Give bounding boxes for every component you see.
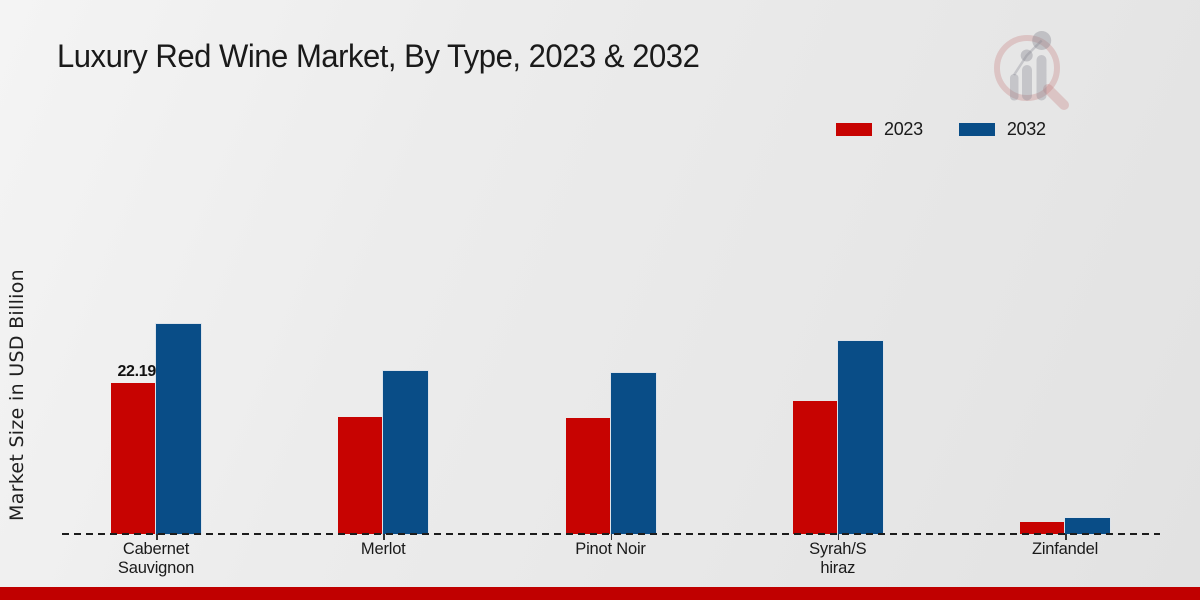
bar-2023-zinfandel bbox=[1020, 521, 1065, 534]
x-axis-label-merlot: Merlot bbox=[303, 540, 463, 559]
x-axis-label-line: Merlot bbox=[360, 540, 406, 558]
x-axis-tick bbox=[383, 534, 385, 540]
x-axis-label-zinfandel: Zinfandel bbox=[985, 540, 1145, 559]
x-axis-label-syrah-shiraz: Syrah/S hiraz bbox=[758, 540, 918, 578]
x-axis-tick bbox=[156, 534, 158, 540]
bar-2023-cabernet-sauvignon bbox=[111, 382, 156, 534]
x-axis-label-line: Cabernet bbox=[122, 540, 190, 558]
bar-2023-pinot-noir bbox=[565, 417, 611, 534]
magnifier-bar-chart-logo-icon bbox=[994, 31, 1069, 110]
x-axis-tick bbox=[610, 534, 612, 540]
legend-swatch-2023 bbox=[836, 123, 872, 136]
x-axis-label-line: hiraz bbox=[820, 559, 856, 577]
bar-2023-syrah-shiraz bbox=[792, 400, 838, 534]
x-axis-label-line: Zinfandel bbox=[1031, 540, 1099, 558]
bar-2032-syrah-shiraz bbox=[836, 339, 884, 535]
legend-item-2032: 2032 bbox=[958, 119, 1046, 140]
x-axis-label-pinot-noir: Pinot Noir bbox=[531, 540, 691, 559]
bar-2032-cabernet-sauvignon bbox=[155, 323, 202, 535]
x-axis-tick bbox=[837, 534, 840, 540]
footer-strip bbox=[0, 587, 1200, 600]
legend-item-2023: 2023 bbox=[836, 119, 923, 140]
x-axis-label-line: Pinot Noir bbox=[575, 540, 646, 558]
legend-label-2023: 2023 bbox=[884, 119, 923, 139]
legend-swatch-2032 bbox=[958, 123, 995, 136]
legend-label-2032: 2032 bbox=[1006, 119, 1046, 139]
x-axis-label-line: Syrah/S bbox=[809, 540, 867, 558]
x-axis-label-line: Sauvignon bbox=[117, 559, 195, 577]
bar-2032-zinfandel bbox=[1064, 516, 1111, 536]
bar-2023-merlot bbox=[338, 416, 384, 534]
bar-value-label: 22.19 bbox=[117, 362, 156, 380]
bar-2032-merlot bbox=[382, 370, 430, 535]
bar-2032-pinot-noir bbox=[609, 372, 657, 535]
x-axis-tick bbox=[1065, 534, 1067, 540]
legend: 2023 2032 bbox=[836, 119, 1046, 140]
x-axis-label-cabernet-sauvignon: Cabernet Sauvignon bbox=[76, 540, 236, 578]
chart-title: Luxury Red Wine Market, By Type, 2023 & … bbox=[57, 38, 700, 74]
